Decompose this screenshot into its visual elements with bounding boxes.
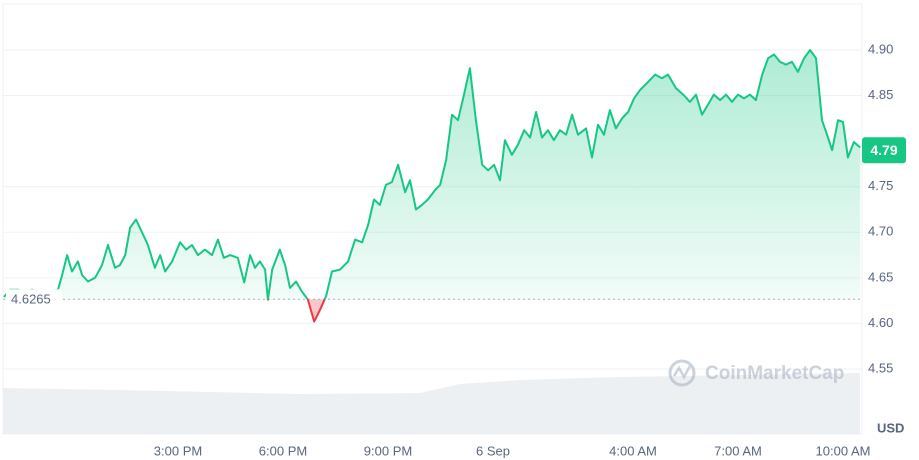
x-tick-label: 10:00 AM <box>816 443 871 458</box>
y-tick-label: 4.65 <box>868 269 893 284</box>
watermark: CoinMarketCap <box>668 359 844 387</box>
y-tick-label: 4.55 <box>868 360 893 375</box>
current-price-tag <box>862 137 906 164</box>
price-line <box>3 49 861 300</box>
x-tick-label: 7:00 AM <box>714 443 762 458</box>
x-tick-label: 6 Sep <box>476 443 510 458</box>
x-tick-label: 3:00 PM <box>154 443 202 458</box>
volume-area <box>3 373 860 434</box>
x-tick-label: 9:00 PM <box>364 443 412 458</box>
area-above <box>4 50 861 300</box>
y-tick-label: 4.90 <box>868 41 893 56</box>
plot <box>3 49 862 323</box>
x-tick-label: 6:00 PM <box>259 443 307 458</box>
y-tick-label: 4.60 <box>868 315 893 330</box>
watermark-text: CoinMarketCap <box>705 363 844 384</box>
y-tick-label: 4.75 <box>868 178 893 193</box>
baseline-label-bg <box>6 289 62 310</box>
y-axis-label: USD <box>877 420 904 435</box>
baseline-label: 4.6265 <box>11 292 51 307</box>
y-tick-label: 4.85 <box>868 87 893 102</box>
y-tick-label: 4.70 <box>868 224 893 239</box>
x-tick-label: 4:00 AM <box>609 443 657 458</box>
current-price-label: 4.79 <box>870 142 897 158</box>
